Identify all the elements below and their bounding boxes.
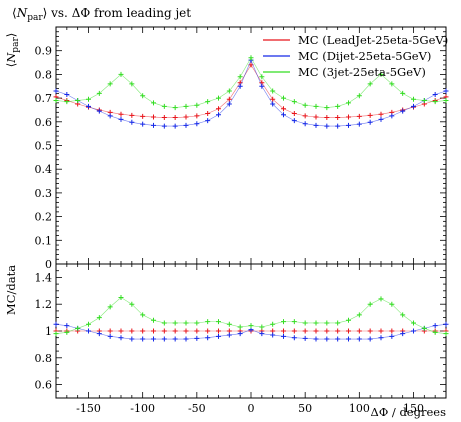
ratio-ticks: 0.6 0.8 1 1.2 1.4 -150 -100 -50 0 50 100 150 <box>35 263 447 415</box>
main-y-tick-label: 0.4 <box>35 163 53 176</box>
legend-entry: MC (3jet-25eta-5GeV) <box>298 65 426 79</box>
main-y-tick-label: 0.5 <box>35 140 53 153</box>
ratio-y-tick-label: 1 <box>45 325 52 338</box>
ratio-y-tick-label: 1.2 <box>35 298 53 311</box>
main-y-axis-label: ⟨Npar⟩ <box>4 33 21 68</box>
main-y-tick-label: 0.8 <box>35 68 53 81</box>
x-tick-label: -100 <box>130 402 155 415</box>
legend-entry: MC (Dijet-25eta-5GeV) <box>298 49 431 63</box>
x-tick-label: 100 <box>349 402 370 415</box>
legend: MC (LeadJet-25eta-5GeV) MC (Dijet-25eta-5… <box>263 33 448 79</box>
x-tick-label: 0 <box>248 402 255 415</box>
chart-title: ⟨Npar⟩ vs. ΔΦ from leading jet <box>12 6 191 23</box>
x-tick-label: 50 <box>298 402 312 415</box>
x-axis-label: ΔΦ / degrees <box>371 405 447 419</box>
main-y-tick-label: 0 <box>45 258 52 271</box>
main-series-line <box>55 57 447 108</box>
main-ticks: 0 0.1 0.2 0.3 0.4 0.5 0.6 0.7 0.8 0.9 <box>35 26 447 271</box>
main-series-3 <box>53 55 449 111</box>
main-series-line <box>55 64 447 118</box>
ratio-series-line <box>55 297 447 334</box>
legend-entry: MC (LeadJet-25eta-5GeV) <box>298 33 448 47</box>
ratio-y-axis-label: MC/data <box>4 265 18 315</box>
main-y-tick-label: 0.3 <box>35 187 53 200</box>
x-tick-label: -50 <box>188 402 206 415</box>
main-plot-area <box>53 55 449 129</box>
main-y-tick-label: 0.9 <box>35 45 53 58</box>
main-y-tick-label: 0.7 <box>35 92 53 105</box>
ratio-series-2 <box>53 321 449 342</box>
ratio-plot-area <box>53 295 449 342</box>
ratio-series-3 <box>53 295 449 337</box>
x-tick-label: -150 <box>76 402 101 415</box>
ratio-y-tick-label: 0.8 <box>35 352 53 365</box>
main-y-tick-label: 0.1 <box>35 234 53 247</box>
ratio-series-line <box>55 324 447 340</box>
ratio-y-tick-label: 0.6 <box>35 379 53 392</box>
x-tick-label: 150 <box>403 402 424 415</box>
main-y-tick-label: 0.2 <box>35 211 53 224</box>
main-y-tick-label: 0.6 <box>35 116 53 129</box>
ratio-y-tick-label: 1.4 <box>35 271 53 284</box>
